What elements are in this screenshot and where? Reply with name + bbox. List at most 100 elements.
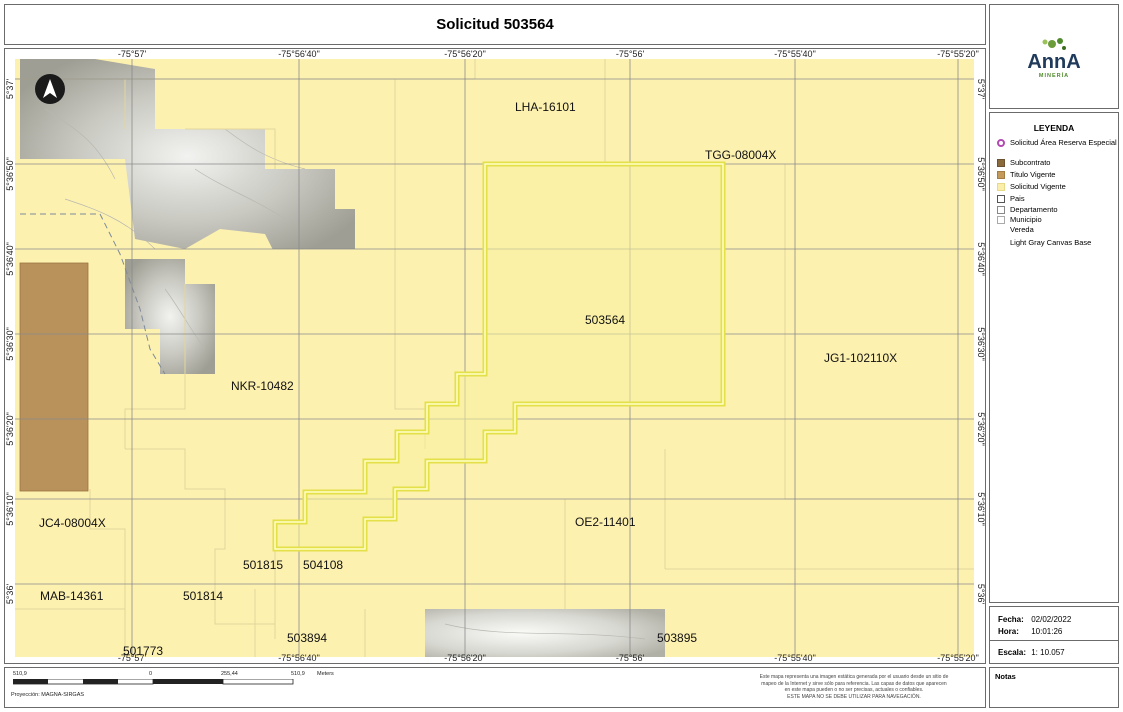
escala-value: 1: 10.057 <box>1031 648 1065 657</box>
bottom-tick-label: -75°55'40" <box>774 653 816 663</box>
terrain-base <box>20 59 665 657</box>
legend-swatch <box>997 171 1005 179</box>
escala-row: Escala: 1: 10.057 <box>998 648 1065 657</box>
legend-item: Departamento <box>997 206 1117 214</box>
legend-item: Subcontrato <box>997 159 1117 167</box>
disclaimer-warning: ESTE MAPA NO SE DEBE UTILIZAR PARA NAVEG… <box>787 693 921 700</box>
solicitud-503564-inner-border <box>274 163 724 550</box>
notes-title: Notas <box>995 672 1016 681</box>
top-tick-label: -75°56'40" <box>278 49 320 59</box>
legend-swatch <box>997 159 1005 167</box>
scalebar-label-left: 510,9 <box>13 671 27 677</box>
map-canvas[interactable]: LHA-16101 TGG-08004X 503564 JG1-102110X … <box>5 49 985 663</box>
right-tick-label: 5°36' <box>976 584 985 605</box>
label-503894: 503894 <box>287 631 327 645</box>
legend-swatch <box>997 195 1005 203</box>
hora-row: Hora: 10:01:26 <box>998 627 1062 636</box>
label-oe2-11401: OE2-11401 <box>575 515 636 529</box>
bottom-tick-label: -75°57' <box>118 653 147 663</box>
legend-label: Pais <box>1010 194 1025 203</box>
legend-title: LEYENDA <box>1033 123 1075 133</box>
right-tick-label: 5°36'10" <box>976 492 985 526</box>
right-tick-label: 5°37' <box>976 79 985 100</box>
label-jc4-08004x: JC4-08004X <box>39 516 106 530</box>
scalebar-label-right: 510,9 <box>291 671 305 677</box>
legend-item: Solicitud Área Reserva Especial <box>997 139 1117 147</box>
legend-label: Vereda <box>1010 225 1034 234</box>
legend-label: Solicitud Área Reserva Especial <box>1010 138 1117 147</box>
top-tick-label: -75°55'40" <box>774 49 816 59</box>
legend-swatch <box>997 139 1005 147</box>
left-tick-label: 5°36'10" <box>5 492 15 526</box>
legend-item: Vereda <box>997 226 1117 234</box>
legend-label: Light Gray Canvas Base <box>1010 238 1092 247</box>
scalebar-unit: Meters <box>317 671 334 677</box>
right-tick-label: 5°36'40" <box>976 242 985 276</box>
projection-text: Proyección: MAGNA-SIRGAS <box>11 692 85 698</box>
scale-bar <box>13 679 294 685</box>
label-503564: 503564 <box>585 313 625 327</box>
fecha-label: Fecha: <box>998 615 1024 624</box>
label-jg1-102110x: JG1-102110X <box>824 351 897 365</box>
hora-value: 10:01:26 <box>1031 627 1063 636</box>
legend-item: Light Gray Canvas Base <box>997 239 1117 247</box>
legend-item: Municipio <box>997 216 1117 224</box>
left-tick-label: 5°37' <box>5 79 15 100</box>
right-tick-label: 5°36'50" <box>976 157 985 191</box>
legend-label: Municipio <box>1010 215 1042 224</box>
legend-label: Titulo Vigente <box>1010 170 1056 179</box>
coordinate-tick-labels: -75°57' -75°56'40" -75°56'20" -75°56' -75°55… <box>5 49 985 663</box>
logo-emblem-icon <box>1042 38 1066 50</box>
label-mab-14361: MAB-14361 <box>40 589 104 603</box>
top-tick-label: -75°56'20" <box>444 49 486 59</box>
legend-swatch <box>997 226 1005 234</box>
info-panel: Fecha: 02/02/2022 Hora: 10:01:26 Escala:… <box>989 606 1119 664</box>
vereda-line <box>20 213 166 375</box>
legend-item: Titulo Vigente <box>997 171 1117 179</box>
right-tick-label: 5°36'20" <box>976 412 985 446</box>
info-divider <box>990 640 1118 641</box>
top-tick-label: -75°56' <box>616 49 645 59</box>
label-501814: 501814 <box>183 589 223 603</box>
label-501815: 501815 <box>243 558 283 572</box>
label-503895: 503895 <box>657 631 697 645</box>
label-501773: 501773 <box>123 644 163 658</box>
legend-swatch <box>997 206 1005 214</box>
legend-swatch <box>997 239 1005 247</box>
bottom-tick-label: -75°56' <box>616 653 645 663</box>
label-lha-16101: LHA-16101 <box>515 100 576 114</box>
notes-panel: Notas <box>989 667 1119 708</box>
disclaimer-line: Este mapa representa una imagen estática… <box>759 674 949 680</box>
logo-text: AnnA <box>1027 51 1080 73</box>
top-tick-label: -75°55'20" <box>937 49 979 59</box>
disclaimer-line: mapeo de la Internet y sirve sólo para r… <box>761 680 947 687</box>
scalebar-label-mid: 255,44 <box>221 671 238 677</box>
legend-label: Subcontrato <box>1010 158 1051 167</box>
left-tick-label: 5°36'40" <box>5 242 15 276</box>
left-tick-label: 5°36'50" <box>5 157 15 191</box>
label-nkr-10482: NKR-10482 <box>231 379 294 393</box>
terrain-north <box>20 59 355 254</box>
label-504108: 504108 <box>303 558 343 572</box>
label-tgg-08004x: TGG-08004X <box>705 148 776 162</box>
footer-panel: 510,9 0 255,44 510,9 Meters Proyección: … <box>4 667 986 708</box>
logo-box: AnnA MINERÍA <box>989 4 1119 109</box>
bottom-tick-label: -75°56'20" <box>444 653 486 663</box>
legend-swatch <box>997 216 1005 224</box>
scalebar-label-zero: 0 <box>149 671 153 677</box>
map-frame[interactable]: LHA-16101 TGG-08004X 503564 JG1-102110X … <box>4 48 986 664</box>
bottom-tick-label: -75°56'40" <box>278 653 320 663</box>
hora-label: Hora: <box>998 627 1019 636</box>
title-box: Solicitud 503564 <box>4 4 986 45</box>
fecha-value: 02/02/2022 <box>1031 615 1072 624</box>
legend-label: Departamento <box>1010 205 1058 214</box>
logo-subtext: MINERÍA <box>1039 71 1069 79</box>
fecha-row: Fecha: 02/02/2022 <box>998 615 1071 624</box>
legend-label: Solicitud Vigente <box>1010 182 1066 191</box>
left-tick-label: 5°36'20" <box>5 412 15 446</box>
north-arrow-icon <box>35 74 65 104</box>
right-tick-label: 5°36'30" <box>976 327 985 361</box>
left-tick-label: 5°36'30" <box>5 327 15 361</box>
titulo-vigente-area <box>19 262 89 492</box>
map-title: Solicitud 503564 <box>436 16 554 33</box>
